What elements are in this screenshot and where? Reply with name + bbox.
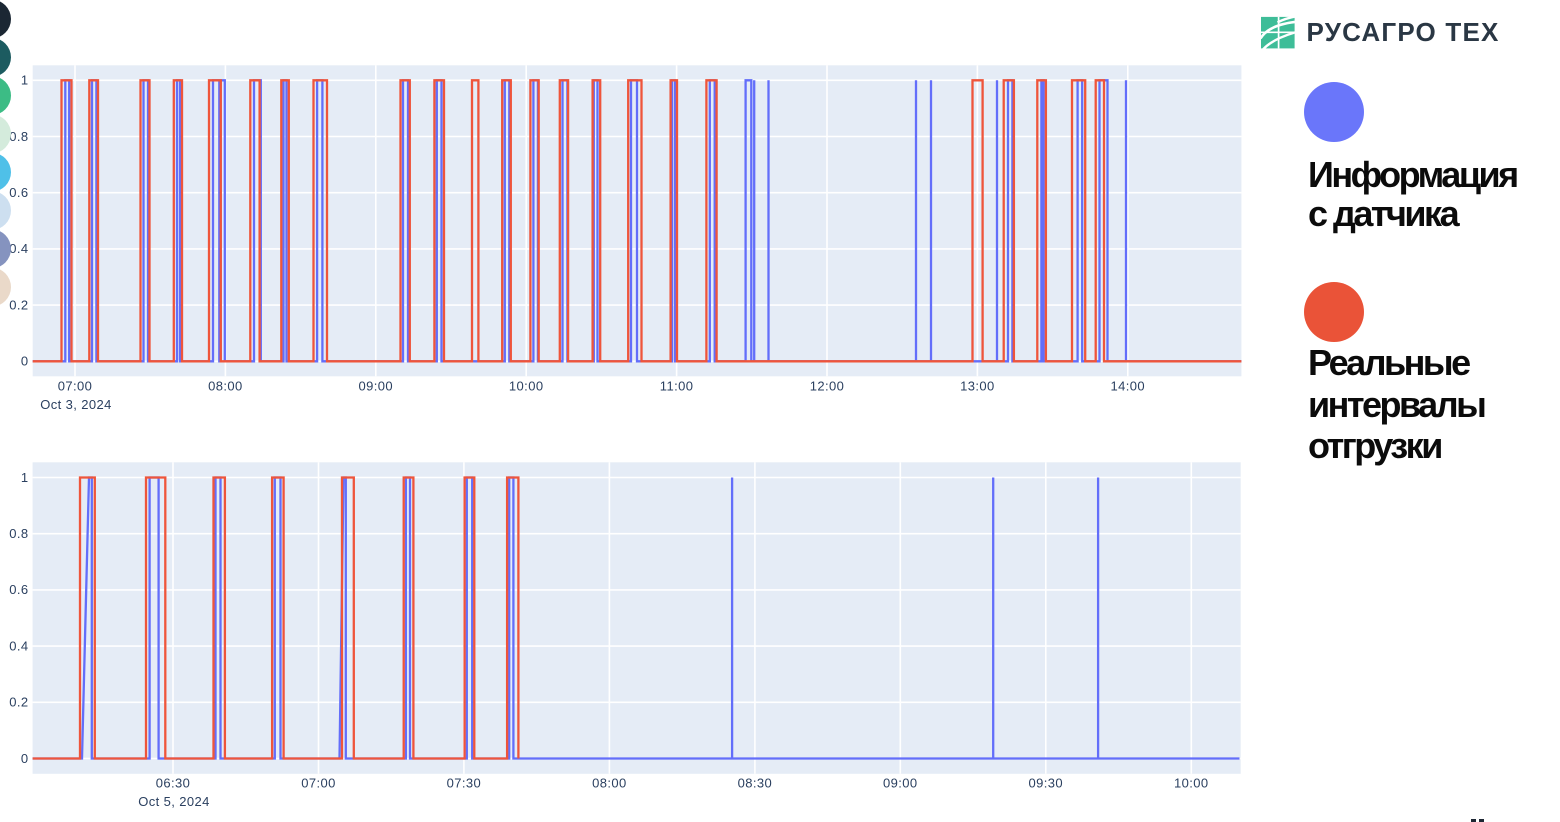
svg-text:11:00: 11:00: [660, 379, 694, 394]
svg-text:09:00: 09:00: [883, 776, 918, 791]
svg-text:09:30: 09:30: [1029, 776, 1064, 791]
svg-text:08:00: 08:00: [592, 776, 627, 791]
svg-text:10:00: 10:00: [1174, 776, 1209, 791]
svg-text:07:30: 07:30: [447, 776, 482, 791]
svg-text:09:00: 09:00: [359, 379, 394, 394]
svg-text:10:00: 10:00: [509, 379, 544, 394]
svg-text:0.2: 0.2: [9, 695, 28, 710]
svg-text:Oct 5, 2024: Oct 5, 2024: [138, 794, 210, 809]
svg-text:08:00: 08:00: [208, 379, 243, 394]
svg-text:0.8: 0.8: [9, 129, 28, 144]
svg-text:07:00: 07:00: [301, 776, 336, 791]
svg-text:08:30: 08:30: [738, 776, 773, 791]
svg-text:13:00: 13:00: [960, 379, 995, 394]
svg-text:1: 1: [21, 73, 29, 88]
svg-text:0: 0: [21, 751, 29, 766]
svg-text:14:00: 14:00: [1111, 379, 1146, 394]
svg-text:0: 0: [21, 354, 29, 369]
svg-text:12:00: 12:00: [810, 379, 845, 394]
svg-text:0.6: 0.6: [9, 582, 28, 597]
svg-text:0.8: 0.8: [9, 526, 28, 541]
svg-text:Oct 3, 2024: Oct 3, 2024: [40, 397, 112, 412]
svg-text:0.2: 0.2: [9, 297, 28, 312]
svg-text:0.6: 0.6: [9, 185, 28, 200]
svg-text:06:30: 06:30: [156, 776, 191, 791]
svg-text:07:00: 07:00: [58, 379, 93, 394]
svg-text:1: 1: [21, 470, 29, 485]
svg-text:0.4: 0.4: [9, 241, 28, 256]
svg-text:0.4: 0.4: [9, 638, 28, 653]
